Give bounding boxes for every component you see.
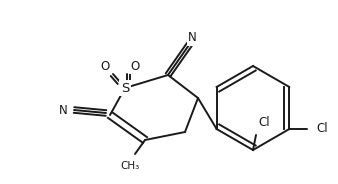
Text: N: N bbox=[188, 31, 197, 44]
Text: O: O bbox=[130, 59, 140, 72]
Text: Cl: Cl bbox=[317, 123, 328, 135]
Text: S: S bbox=[121, 82, 129, 95]
Text: N: N bbox=[58, 103, 67, 116]
Text: CH₃: CH₃ bbox=[120, 161, 140, 171]
Text: Cl: Cl bbox=[258, 116, 270, 130]
Text: O: O bbox=[100, 59, 110, 72]
